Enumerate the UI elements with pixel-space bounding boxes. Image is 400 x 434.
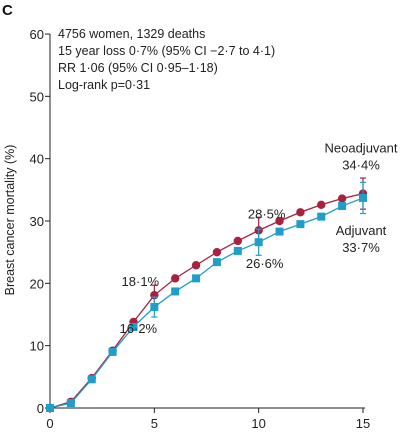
data-point [337, 194, 347, 203]
data-point [317, 212, 326, 221]
data-point [87, 375, 96, 384]
data-point [254, 238, 263, 247]
data-label: 18·1% [122, 274, 160, 289]
y-tick-label: 60 [30, 27, 44, 42]
y-tick-label: 40 [30, 152, 44, 167]
x-tick-label: 10 [251, 416, 265, 431]
axis-ticks: 0 10 20 30 40 50 60 0 5 10 15 [30, 27, 371, 431]
y-tick-label: 50 [30, 89, 44, 104]
data-label: 16·2% [120, 321, 158, 336]
y-axis-label: Breast cancer mortality (%) [3, 145, 17, 296]
data-point [66, 399, 75, 408]
panel-label: C [2, 2, 13, 19]
data-point [171, 287, 180, 296]
data-point [192, 274, 201, 283]
x-tick-label: 15 [356, 416, 370, 431]
annotation-sample-size: 4756 women, 1329 deaths [58, 27, 205, 41]
series-line [49, 192, 364, 409]
series-name-label: Neoadjuvant [325, 141, 398, 156]
annotation-log-rank: Log-rank p=0·31 [58, 78, 150, 92]
series-layer: 18·1% 28·5% 34·4% Neoadjuvant 16·2% 26·6% 33·7… [45, 141, 398, 413]
data-point [338, 202, 347, 211]
y-tick-label: 10 [30, 339, 44, 354]
series-line [49, 197, 364, 409]
data-label: 34·4% [342, 158, 380, 173]
data-point [191, 261, 201, 270]
annotation-loss: 15 year loss 0·7% (95% CI −2·7 to 4·1) [58, 44, 275, 58]
data-point [212, 247, 222, 257]
data-point [275, 227, 284, 236]
data-point [46, 404, 54, 412]
x-tick-label: 0 [46, 416, 53, 431]
data-label: 33·7% [342, 240, 380, 255]
data-label: 28·5% [248, 206, 286, 221]
data-point [129, 322, 138, 331]
y-tick-label: 20 [30, 276, 44, 291]
data-point [171, 274, 180, 283]
series-adjuvant: 16·2% 26·6% 33·7% Adjuvant [46, 181, 387, 412]
data-point [108, 347, 117, 356]
data-point [296, 220, 305, 229]
annotation-rate-ratio: RR 1·06 (95% CI 0·95–1·18) [58, 61, 218, 75]
data-point [359, 193, 367, 202]
y-tick-label: 30 [30, 214, 44, 229]
series-name-label: Adjuvant [336, 223, 387, 238]
data-point [296, 208, 305, 217]
data-point [233, 236, 242, 246]
data-label: 26·6% [246, 256, 284, 271]
data-point [233, 246, 242, 255]
y-tick-label: 0 [37, 401, 44, 416]
data-point [317, 200, 326, 209]
data-point [212, 258, 221, 267]
data-point [275, 216, 284, 226]
data-point [150, 303, 159, 312]
series-neoadjuvant: 18·1% 28·5% 34·4% Neoadjuvant [45, 141, 398, 413]
x-tick-label: 5 [151, 416, 158, 431]
